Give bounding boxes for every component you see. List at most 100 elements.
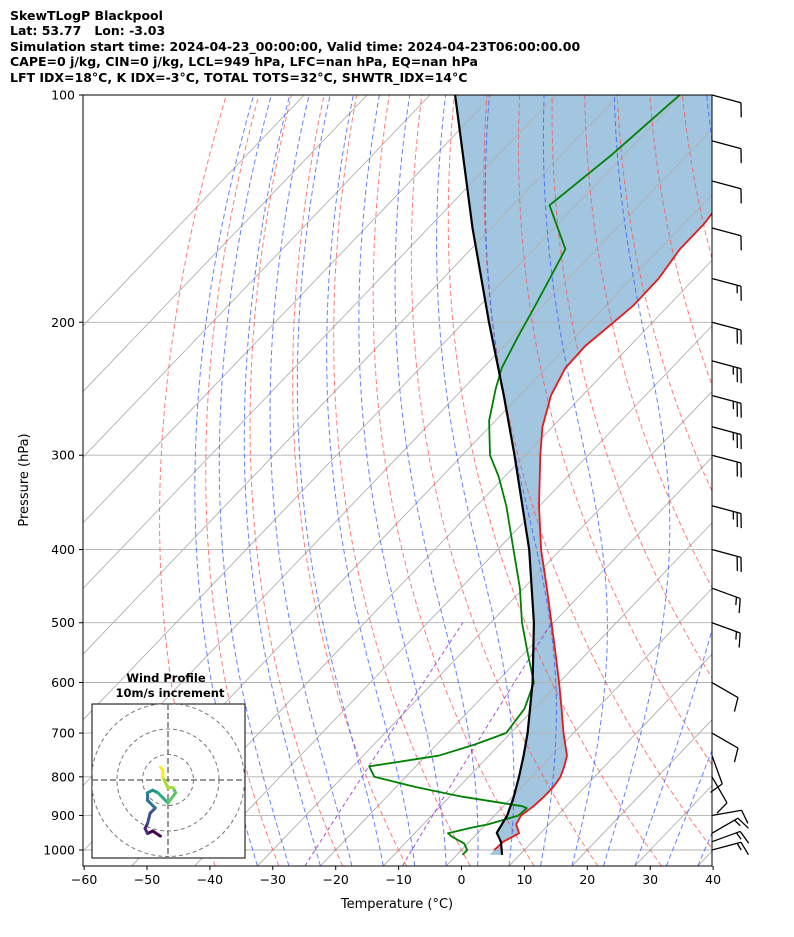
wind-barb [711, 227, 742, 251]
y-tick-label: 100 [51, 88, 75, 103]
barb-flag [738, 632, 741, 648]
hodograph-segment [151, 829, 162, 838]
barb-flag [716, 802, 728, 814]
wind-barb [711, 454, 742, 478]
x-axis-label: Temperature (°C) [340, 897, 453, 912]
isotherm-line [382, 522, 712, 866]
barb-staff [711, 681, 739, 699]
barb-flag [740, 841, 750, 856]
dry-adiabat [333, 95, 471, 866]
barb-staff [711, 94, 742, 104]
wind-barb [711, 360, 742, 384]
wind-barb [711, 776, 728, 814]
barb-staff [711, 755, 723, 785]
y-axis-label: Pressure (hPa) [17, 433, 32, 526]
isotherm-line [445, 587, 712, 866]
dry-adiabat [410, 95, 599, 866]
barb-staff [711, 180, 742, 190]
barb-flag [738, 598, 741, 614]
wind-barb [711, 140, 742, 164]
wind-barb [711, 809, 749, 824]
hodograph-segment [166, 791, 178, 805]
barb-flag [733, 747, 739, 763]
x-tick-label: 0 [458, 872, 466, 887]
wind-barb [711, 841, 750, 856]
barb-flag [739, 831, 750, 844]
isotherm-line [320, 456, 712, 866]
barb-staff [711, 394, 742, 404]
isotherm-line [83, 95, 368, 393]
wind-barb [711, 830, 750, 844]
moist-adiabat [269, 95, 353, 866]
isotherm-line [194, 325, 712, 866]
wind-barb [711, 277, 742, 301]
wind-barb [711, 587, 741, 614]
moist-adiabat [358, 95, 447, 866]
moist-adiabat [218, 95, 290, 866]
isotherm-line [508, 653, 712, 866]
wind-barb [711, 817, 749, 834]
dry-adiabat [292, 95, 407, 866]
y-tick-label: 200 [51, 315, 75, 330]
barb-staff [711, 830, 741, 843]
barb-staff [711, 841, 742, 851]
barb-flag [740, 809, 749, 824]
barb-flag [735, 597, 738, 606]
x-tick-label: −40 [197, 872, 223, 887]
profile-lines [368, 95, 712, 856]
hodograph-ring [92, 704, 245, 857]
wind-barb [711, 321, 742, 345]
moist-adiabat [394, 95, 479, 866]
wind-barb [711, 622, 741, 648]
barb-flag [735, 631, 738, 640]
x-tick-label: −20 [323, 872, 349, 887]
moist-adiabat [194, 95, 258, 866]
x-tick-label: 30 [642, 872, 658, 887]
barb-flag [735, 832, 742, 840]
isotherm-line [83, 95, 494, 524]
dry-adiabat [748, 95, 794, 866]
moist-adiabat [665, 748, 712, 866]
moist-adiabat [243, 95, 321, 866]
wind-barb [711, 426, 742, 450]
inset-title: Wind Profile [126, 671, 206, 685]
dry-adiabat [372, 95, 535, 866]
y-tick-label: 1000 [43, 843, 75, 858]
dry-adiabat [205, 95, 280, 866]
wind-barb [711, 505, 742, 529]
wind-barb [711, 180, 742, 204]
barb-flag [733, 697, 739, 712]
barb-staff [711, 732, 739, 749]
x-tick-label: −60 [71, 872, 97, 887]
chart-title: SkewTLogP Blackpool [10, 8, 163, 23]
isotherm-line [131, 259, 712, 866]
isotherm-line [83, 95, 305, 327]
chart-header: SkewTLogP Blackpool Lat: 53.77 Lon: -3.03… [10, 8, 580, 85]
hodograph-segment [146, 798, 157, 810]
dry-adiabat [715, 95, 794, 866]
barb-flag [734, 819, 741, 827]
hodograph-segment [146, 811, 152, 825]
barb-staff [711, 140, 742, 150]
barb-flag [710, 783, 723, 793]
barb-staff [711, 454, 742, 464]
hodograph-segment [158, 765, 165, 772]
dry-adiabat [517, 95, 712, 766]
x-tick-label: 40 [705, 872, 721, 887]
x-tick-label: −10 [385, 872, 411, 887]
y-tick-label: 500 [51, 615, 75, 630]
x-tick-label: −50 [134, 872, 160, 887]
dry-adiabat [249, 95, 344, 866]
barb-staff [711, 809, 742, 817]
isotherm-line [257, 390, 712, 866]
x-tick-label: 10 [516, 872, 532, 887]
isotherm-line [83, 95, 431, 458]
barb-staff [711, 587, 741, 600]
isotherm-line [83, 95, 620, 655]
parcel-profile-line [454, 95, 535, 855]
isotherm-line [761, 95, 794, 866]
dry-adiabat [616, 95, 712, 493]
moist-adiabat [296, 95, 384, 866]
x-tick-label: −30 [260, 872, 286, 887]
